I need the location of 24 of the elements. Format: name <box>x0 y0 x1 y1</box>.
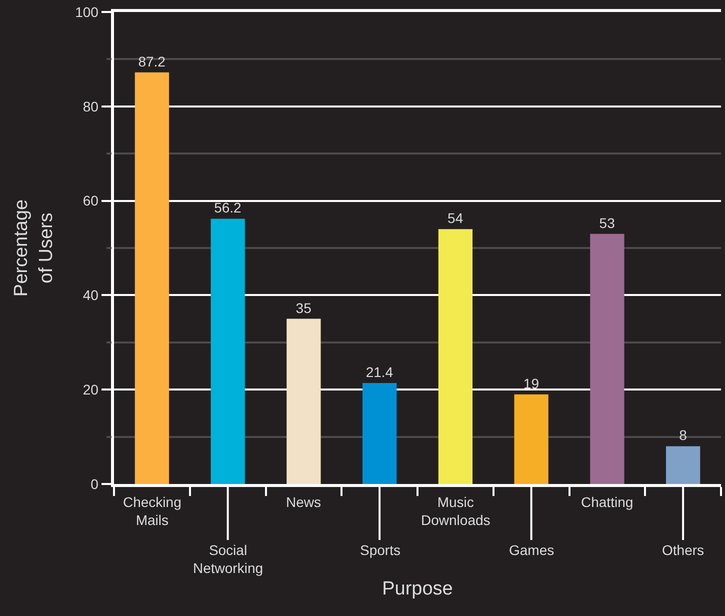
x-tick-label: News <box>286 494 322 510</box>
x-tick-label: Checking Mails <box>123 494 182 528</box>
y-tick-label: 20 <box>82 382 99 398</box>
y-tick-label: 0 <box>90 476 99 492</box>
x-tick-label: Music Downloads <box>421 494 490 528</box>
y-tick-label: 80 <box>82 98 99 114</box>
x-axis-title: Purpose <box>382 578 453 600</box>
y-axis-title: Percentage of Users <box>11 199 57 297</box>
data-label: 87.2 <box>138 53 166 70</box>
y-tick-label: 60 <box>82 192 99 209</box>
data-label: 53 <box>599 214 616 231</box>
x-tick-label: Others <box>662 542 704 558</box>
data-label: 56.2 <box>214 200 242 216</box>
data-label: 21.4 <box>366 364 394 380</box>
x-tick-label: Chatting <box>581 494 634 510</box>
data-label: 54 <box>448 210 464 226</box>
y-tick-label: 100 <box>75 4 99 20</box>
x-tick-label: Social Networking <box>193 542 264 576</box>
x-tick-label: Games <box>509 542 554 558</box>
y-tick-label: 40 <box>82 287 99 304</box>
x-tick-label: Sports <box>360 542 400 558</box>
data-label: 19 <box>523 375 540 392</box>
data-label: 35 <box>296 300 312 316</box>
data-label: 8 <box>679 427 688 444</box>
